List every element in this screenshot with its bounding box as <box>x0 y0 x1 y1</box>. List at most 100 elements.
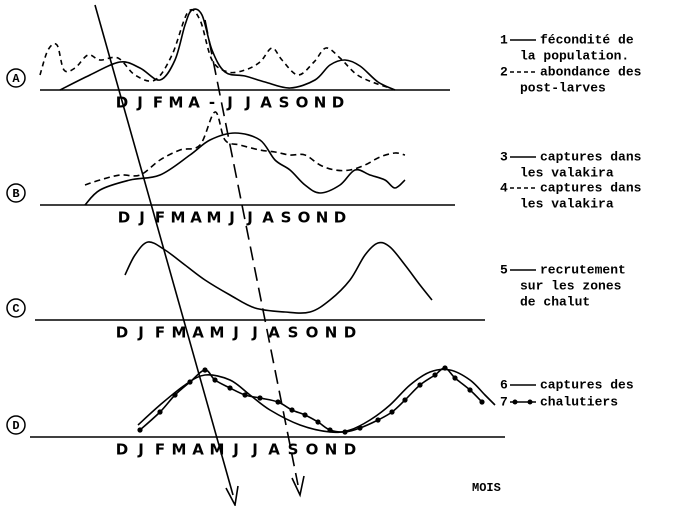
month-label: J <box>136 94 143 112</box>
legend-text: chalutiers <box>540 394 618 409</box>
month-label: F <box>153 94 163 112</box>
curve-dot <box>137 427 143 433</box>
baselines <box>30 89 505 438</box>
month-label: M <box>169 94 184 112</box>
panel-marker <box>6 68 26 88</box>
month-label: D <box>116 94 128 112</box>
month-label: J <box>246 209 253 227</box>
legend-text: sur les zones <box>520 278 622 293</box>
panel-marker <box>6 415 26 435</box>
curve-dot <box>302 412 308 418</box>
curve-dot <box>187 379 193 385</box>
curve-dot <box>467 387 473 393</box>
month-label: A <box>190 209 202 227</box>
month-label: M <box>172 324 187 342</box>
month-label: O <box>306 441 319 459</box>
month-label: J <box>251 441 258 459</box>
legend-number: 2 <box>500 64 508 79</box>
curve-dot <box>227 385 233 391</box>
legend-number: 3 <box>500 149 508 164</box>
month-label: M <box>171 209 186 227</box>
month-label: J <box>232 441 239 459</box>
panel-letter: B <box>12 187 19 201</box>
panel-letter: D <box>12 419 19 433</box>
month-label: D <box>334 209 346 227</box>
curve-dot <box>432 372 438 378</box>
month-label: J <box>244 94 251 112</box>
curve-dot <box>342 429 348 435</box>
month-label: J <box>232 324 239 342</box>
month-label: O <box>298 209 311 227</box>
month-label: J <box>251 324 258 342</box>
curve <box>84 132 406 206</box>
curve <box>124 241 433 314</box>
month-label: M <box>210 441 225 459</box>
curve-dot <box>375 417 381 423</box>
legend-text: les valakira <box>520 196 614 211</box>
month-label: J <box>138 209 145 227</box>
legend-dot <box>512 399 518 405</box>
curve-dot <box>417 382 423 388</box>
curve-dot <box>442 365 448 371</box>
curve-dot <box>212 377 218 383</box>
month-label: - <box>209 94 215 112</box>
month-label: M <box>172 441 187 459</box>
curve <box>39 8 391 89</box>
month-label: S <box>281 209 292 227</box>
curve-dot <box>452 375 458 381</box>
legend-text: captures dans <box>540 180 642 195</box>
month-label: O <box>306 324 319 342</box>
month-label: J <box>137 324 144 342</box>
month-label: N <box>314 94 327 112</box>
legend-number: 4 <box>500 180 508 195</box>
curve-dot <box>357 425 363 431</box>
curve-dot <box>157 409 163 415</box>
month-label: J <box>137 441 144 459</box>
month-label: F <box>155 441 165 459</box>
legend-text: les valakira <box>520 165 614 180</box>
month-label: S <box>288 441 299 459</box>
month-label: A <box>188 94 200 112</box>
month-label: N <box>316 209 329 227</box>
curve-dot <box>257 395 263 401</box>
month-label: J <box>228 209 235 227</box>
month-label: D <box>344 324 356 342</box>
month-label: N <box>325 324 338 342</box>
legend-text: de chalut <box>520 294 590 309</box>
curve-dot <box>479 399 485 405</box>
panel-marker <box>6 183 26 203</box>
month-label: A <box>268 441 280 459</box>
legend-number: 7 <box>500 394 508 409</box>
curve-dot <box>402 397 408 403</box>
panel-letter: C <box>12 302 19 316</box>
month-label: A <box>262 209 274 227</box>
arrows <box>94 4 305 506</box>
curve-dot <box>315 419 321 425</box>
curve-dot <box>389 409 395 415</box>
curve <box>139 367 483 433</box>
month-label: M <box>210 324 225 342</box>
panel-letter: A <box>12 72 20 86</box>
legend-text: captures dans <box>540 149 642 164</box>
month-label: F <box>155 209 165 227</box>
legend-text: fécondité de <box>540 32 634 47</box>
month-label: S <box>279 94 290 112</box>
month-label: N <box>325 441 338 459</box>
legend-text: recrutement <box>540 262 626 277</box>
curve-dot <box>172 392 178 398</box>
curve <box>59 8 396 91</box>
month-label: F <box>155 324 165 342</box>
month-label: A <box>260 94 272 112</box>
axis-label: MOIS <box>472 481 501 495</box>
curve-dot <box>289 407 295 413</box>
curve-dot <box>275 399 281 405</box>
curve-dot <box>202 367 208 373</box>
legend-number: 5 <box>500 262 508 277</box>
legend-number: 6 <box>500 377 508 392</box>
month-label: S <box>288 324 299 342</box>
curve-dot <box>242 392 248 398</box>
month-label: D <box>332 94 344 112</box>
legend-text: post-larves <box>520 80 606 95</box>
legend-text: abondance des <box>540 64 642 79</box>
